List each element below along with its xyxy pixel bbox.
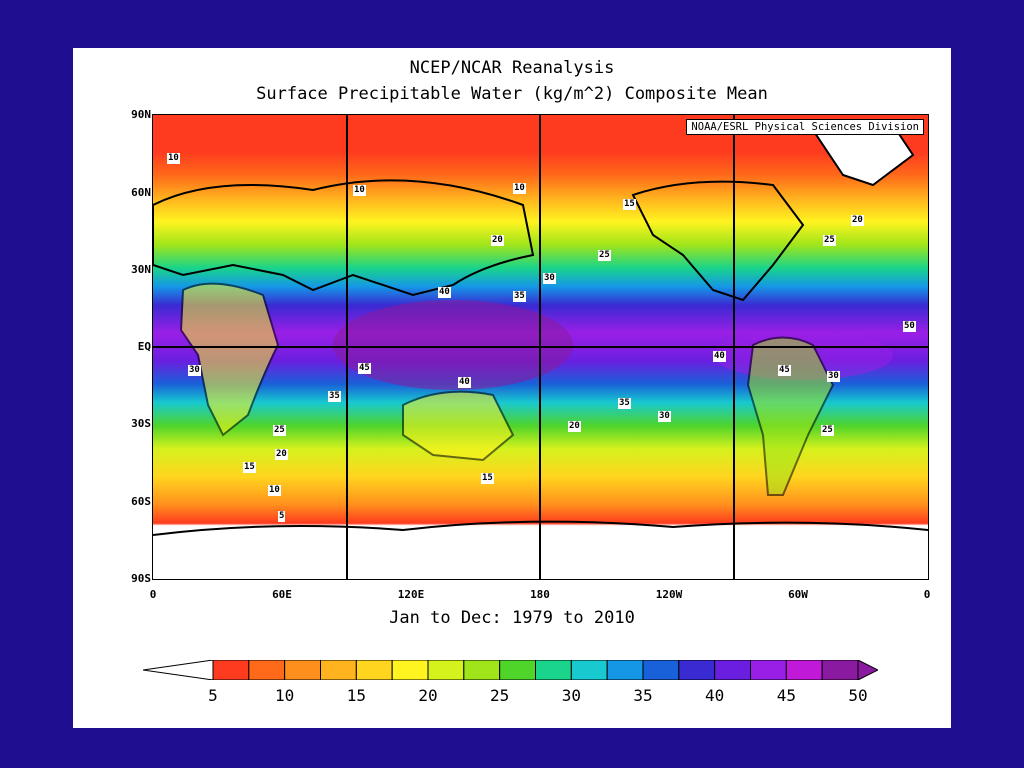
colorbar-tick-label: 5 — [208, 686, 218, 705]
contour-label: 25 — [273, 425, 286, 436]
contour-label: 40 — [458, 377, 471, 388]
south-america-outline — [746, 336, 835, 496]
colorbar-tick-label: 50 — [848, 686, 868, 705]
colorbar-tick-label: 35 — [633, 686, 653, 705]
antarctica-outline — [153, 520, 928, 536]
contour-label: 30 — [543, 273, 556, 284]
colorbar-tick-label: 30 — [561, 686, 581, 705]
africa-outline — [179, 282, 280, 437]
colorbar-tick-label: 40 — [705, 686, 725, 705]
north-america-outline — [631, 180, 805, 302]
contour-label: 35 — [513, 291, 526, 302]
colorbar-tick-label: 20 — [418, 686, 438, 705]
colorbar-high-arrow — [857, 660, 878, 680]
contour-label: 30 — [188, 365, 201, 376]
lon-label-0-east: 0 — [923, 588, 931, 601]
lat-label-60s: 60S — [131, 495, 151, 508]
colorbar-swatch — [785, 660, 823, 680]
contour-label: 10 — [268, 485, 281, 496]
contour-label: 20 — [491, 235, 504, 246]
eurasia-outline — [153, 179, 535, 297]
contour-label: 20 — [851, 215, 864, 226]
colorbar-swatch — [606, 660, 644, 680]
colorbar-swatch — [284, 660, 322, 680]
lon-label-120e: 120E — [397, 588, 425, 601]
colorbar-low-arrow — [143, 660, 214, 680]
colorbar-swatch — [750, 660, 787, 680]
contour-label: 50 — [903, 321, 916, 332]
warm-pool-west-pacific — [333, 300, 573, 390]
contour-label: 35 — [618, 398, 631, 409]
contour-label: 10 — [513, 183, 526, 194]
colorbar-swatch — [499, 660, 536, 680]
lon-label-120w: 120W — [655, 588, 683, 601]
lat-label-30s: 30S — [131, 417, 151, 430]
precipitable-water-map: NOAA/ESRL Physical Sciences Division 10 … — [152, 114, 929, 580]
contour-label: 45 — [358, 363, 371, 374]
contour-label: 15 — [243, 462, 256, 473]
colorbar-swatch — [212, 660, 250, 680]
colorbar-swatch — [320, 660, 357, 680]
contour-label: 15 — [481, 473, 494, 484]
map-panel: NCEP/NCAR Reanalysis Surface Precipitabl… — [73, 48, 951, 728]
lat-label-90s: 90S — [131, 572, 151, 585]
colorbar-tick-label: 45 — [776, 686, 796, 705]
contour-label: 40 — [438, 287, 451, 298]
contour-label: 25 — [821, 425, 834, 436]
colorbar-tick-label: 25 — [490, 686, 510, 705]
colorbar-tick-label: 15 — [346, 686, 366, 705]
credit-label: NOAA/ESRL Physical Sciences Division — [686, 119, 924, 135]
contour-label: 40 — [713, 351, 726, 362]
lat-label-30n: 30N — [131, 263, 151, 276]
contour-label: 15 — [623, 199, 636, 210]
contour-label: 5 — [278, 511, 286, 522]
australia-outline — [402, 390, 515, 462]
colorbar-swatch — [463, 660, 501, 680]
lat-label-60n: 60N — [131, 186, 151, 199]
date-range: Jan to Dec: 1979 to 2010 — [389, 608, 635, 628]
colorbar-swatch — [678, 660, 716, 680]
colorbar — [143, 660, 878, 680]
map-subtitle: Surface Precipitable Water (kg/m^2) Comp… — [256, 84, 768, 104]
colorbar-tick-label: 10 — [275, 686, 295, 705]
colorbar-swatch — [642, 660, 680, 680]
contour-label: 10 — [353, 185, 366, 196]
lon-label-180: 180 — [530, 588, 550, 601]
colorbar-swatch — [821, 660, 859, 680]
contour-label: 35 — [328, 391, 341, 402]
contour-label: 30 — [827, 371, 840, 382]
lon-label-60e: 60E — [272, 588, 292, 601]
contour-label: 20 — [275, 449, 288, 460]
colorbar-swatch — [391, 660, 429, 680]
colorbar-swatch — [427, 660, 465, 680]
lat-label-eq: EQ — [137, 340, 151, 353]
lon-label-0: 0 — [149, 588, 157, 601]
colorbar-swatch — [535, 660, 572, 680]
contour-label: 45 — [778, 365, 791, 376]
contour-label: 25 — [823, 235, 836, 246]
contour-label: 25 — [598, 250, 611, 261]
colorbar-swatch — [355, 660, 393, 680]
lon-label-60w: 60W — [788, 588, 808, 601]
contour-label: 20 — [568, 421, 581, 432]
colorbar-swatch — [714, 660, 752, 680]
contour-label: 10 — [167, 153, 180, 164]
colorbar-swatch — [248, 660, 286, 680]
contour-label: 30 — [658, 411, 671, 422]
colorbar-swatch — [570, 660, 608, 680]
map-title: NCEP/NCAR Reanalysis — [409, 58, 615, 78]
lat-label-90n: 90N — [131, 108, 151, 121]
